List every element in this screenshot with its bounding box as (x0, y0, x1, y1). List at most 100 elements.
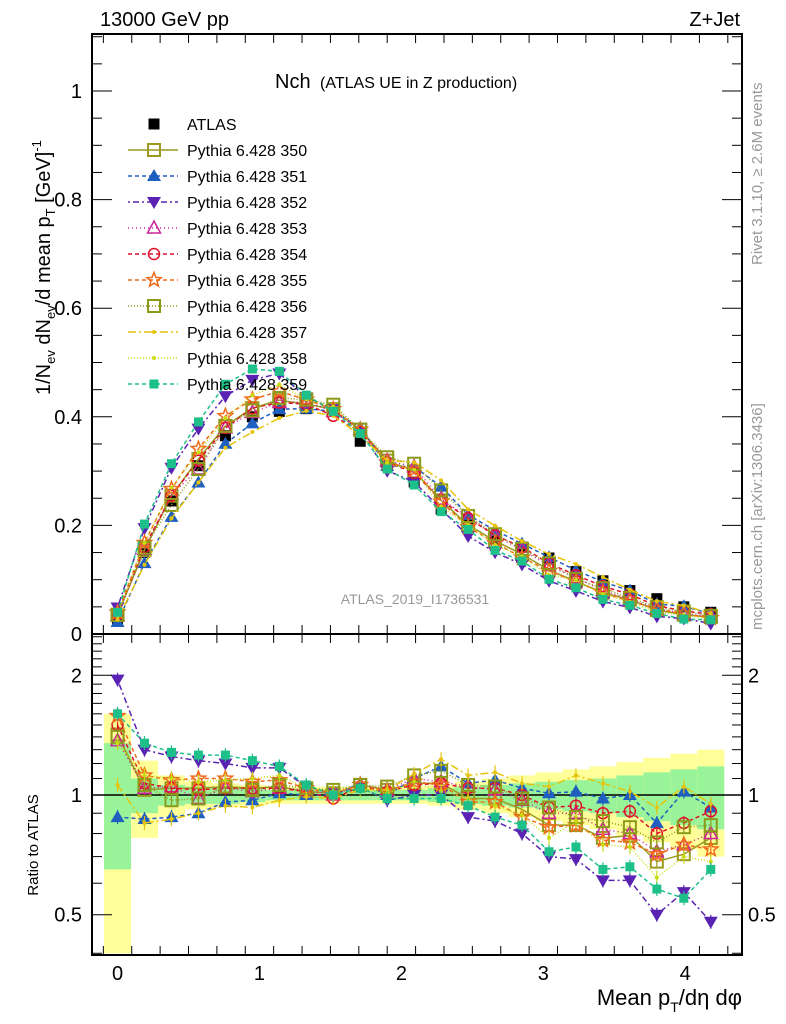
series-line (116, 401, 711, 615)
y-tick-label: 0.8 (54, 190, 82, 212)
data-point (708, 611, 713, 616)
series-line (116, 399, 711, 618)
data-point (385, 458, 390, 463)
ratio-point (164, 793, 179, 808)
ratio-point (466, 796, 471, 801)
data-point (164, 509, 179, 522)
ratio-point (223, 803, 228, 808)
legend-marker (147, 299, 161, 313)
legend-entry: Pythia 6.428 355 (128, 270, 307, 290)
ratio-point (515, 791, 530, 806)
ratio-point (546, 784, 551, 789)
ratio-point (110, 810, 125, 823)
ratio-point (708, 859, 713, 864)
ratio-point (169, 817, 174, 822)
ratio-y-tick-label-left: 1 (71, 785, 82, 807)
data-point (220, 379, 230, 389)
y-tick-label: 1 (71, 81, 82, 103)
x-tick-label: 4 (680, 963, 691, 985)
series-ratio-line (116, 736, 711, 844)
ratio-point (439, 757, 444, 762)
series-9-main (115, 382, 713, 622)
ratio-point (490, 812, 500, 822)
ratio-point (493, 803, 498, 808)
series-line (116, 390, 711, 619)
data-point (463, 524, 473, 534)
series-line (116, 407, 712, 623)
legend-marker (147, 169, 161, 181)
data-point (192, 454, 205, 467)
data-point (652, 609, 662, 619)
data-point (243, 389, 262, 408)
ratio-point (600, 842, 605, 847)
y-tick-label: 0.2 (54, 515, 82, 537)
ratio-point (113, 709, 123, 719)
data-point (191, 462, 206, 477)
x-tick-labels: 0 1 2 3 4 (112, 963, 691, 985)
ratio-point (493, 770, 498, 775)
ratio-point (595, 875, 610, 888)
data-point (164, 497, 179, 512)
ratio-point (568, 784, 583, 797)
ratio-point (277, 773, 282, 778)
ratio-point (539, 817, 559, 836)
ratio-point (571, 842, 581, 852)
y-tick-label: 0.6 (54, 298, 82, 320)
data-point (115, 617, 120, 622)
ratio-point (223, 778, 228, 783)
legend-entry: Pythia 6.428 351 (128, 169, 307, 186)
ratio-band-inner (104, 743, 132, 870)
data-point (328, 406, 338, 416)
ratio-point (520, 781, 525, 786)
y-tick-label: 0 (71, 624, 82, 646)
legend-entry: Pythia 6.428 353 (128, 219, 307, 238)
data-point (245, 403, 260, 418)
data-point (250, 430, 255, 435)
ratio-y-axis-label: Ratio to ATLAS (25, 794, 42, 895)
series-10-ratio (113, 706, 716, 906)
data-point (571, 583, 581, 593)
main-ytick-labels: 0 0.2 0.4 0.6 0.8 1 (54, 81, 82, 646)
data-point (412, 467, 417, 472)
data-point (706, 615, 716, 625)
data-point (382, 464, 392, 474)
ratio-point (274, 761, 284, 771)
ratio-point (622, 875, 637, 888)
data-point (247, 364, 257, 374)
ratio-point (647, 844, 667, 862)
data-point (439, 478, 444, 483)
data-point (137, 556, 152, 569)
data-point (223, 445, 228, 450)
atlas-data-point (219, 430, 231, 442)
data-point (299, 401, 314, 414)
legend-marker (148, 118, 160, 130)
ratio-point (193, 750, 203, 760)
ratio-point (649, 909, 664, 922)
ratio-point (568, 854, 583, 867)
ratio-point (546, 835, 551, 840)
ratio-point (142, 773, 147, 778)
data-point (140, 519, 150, 529)
x-tick-label: 2 (396, 963, 407, 985)
ratio-point (703, 824, 719, 840)
legend-label: Pythia 6.428 356 (187, 299, 307, 316)
data-point (546, 552, 551, 557)
ratio-point (245, 762, 260, 775)
legend-label: Pythia 6.428 351 (187, 169, 307, 186)
legend-entry: Pythia 6.428 352 (128, 195, 307, 212)
ratio-point (328, 790, 338, 800)
legend-marker (146, 219, 162, 234)
chart-title-main: Nch (275, 71, 311, 93)
series-line (116, 368, 711, 621)
data-point (250, 393, 255, 398)
ratio-point (598, 864, 608, 874)
ratio-point (412, 779, 417, 784)
ratio-point (409, 793, 419, 803)
y-axis-label: 1/Nev dNev/d mean pT [GeV]-1 (29, 140, 58, 395)
ratio-point (625, 862, 635, 872)
ratio-point (382, 793, 392, 803)
ratio-point (355, 783, 365, 793)
legend-entry: Pythia 6.428 357 (128, 325, 307, 342)
data-point (490, 545, 500, 555)
